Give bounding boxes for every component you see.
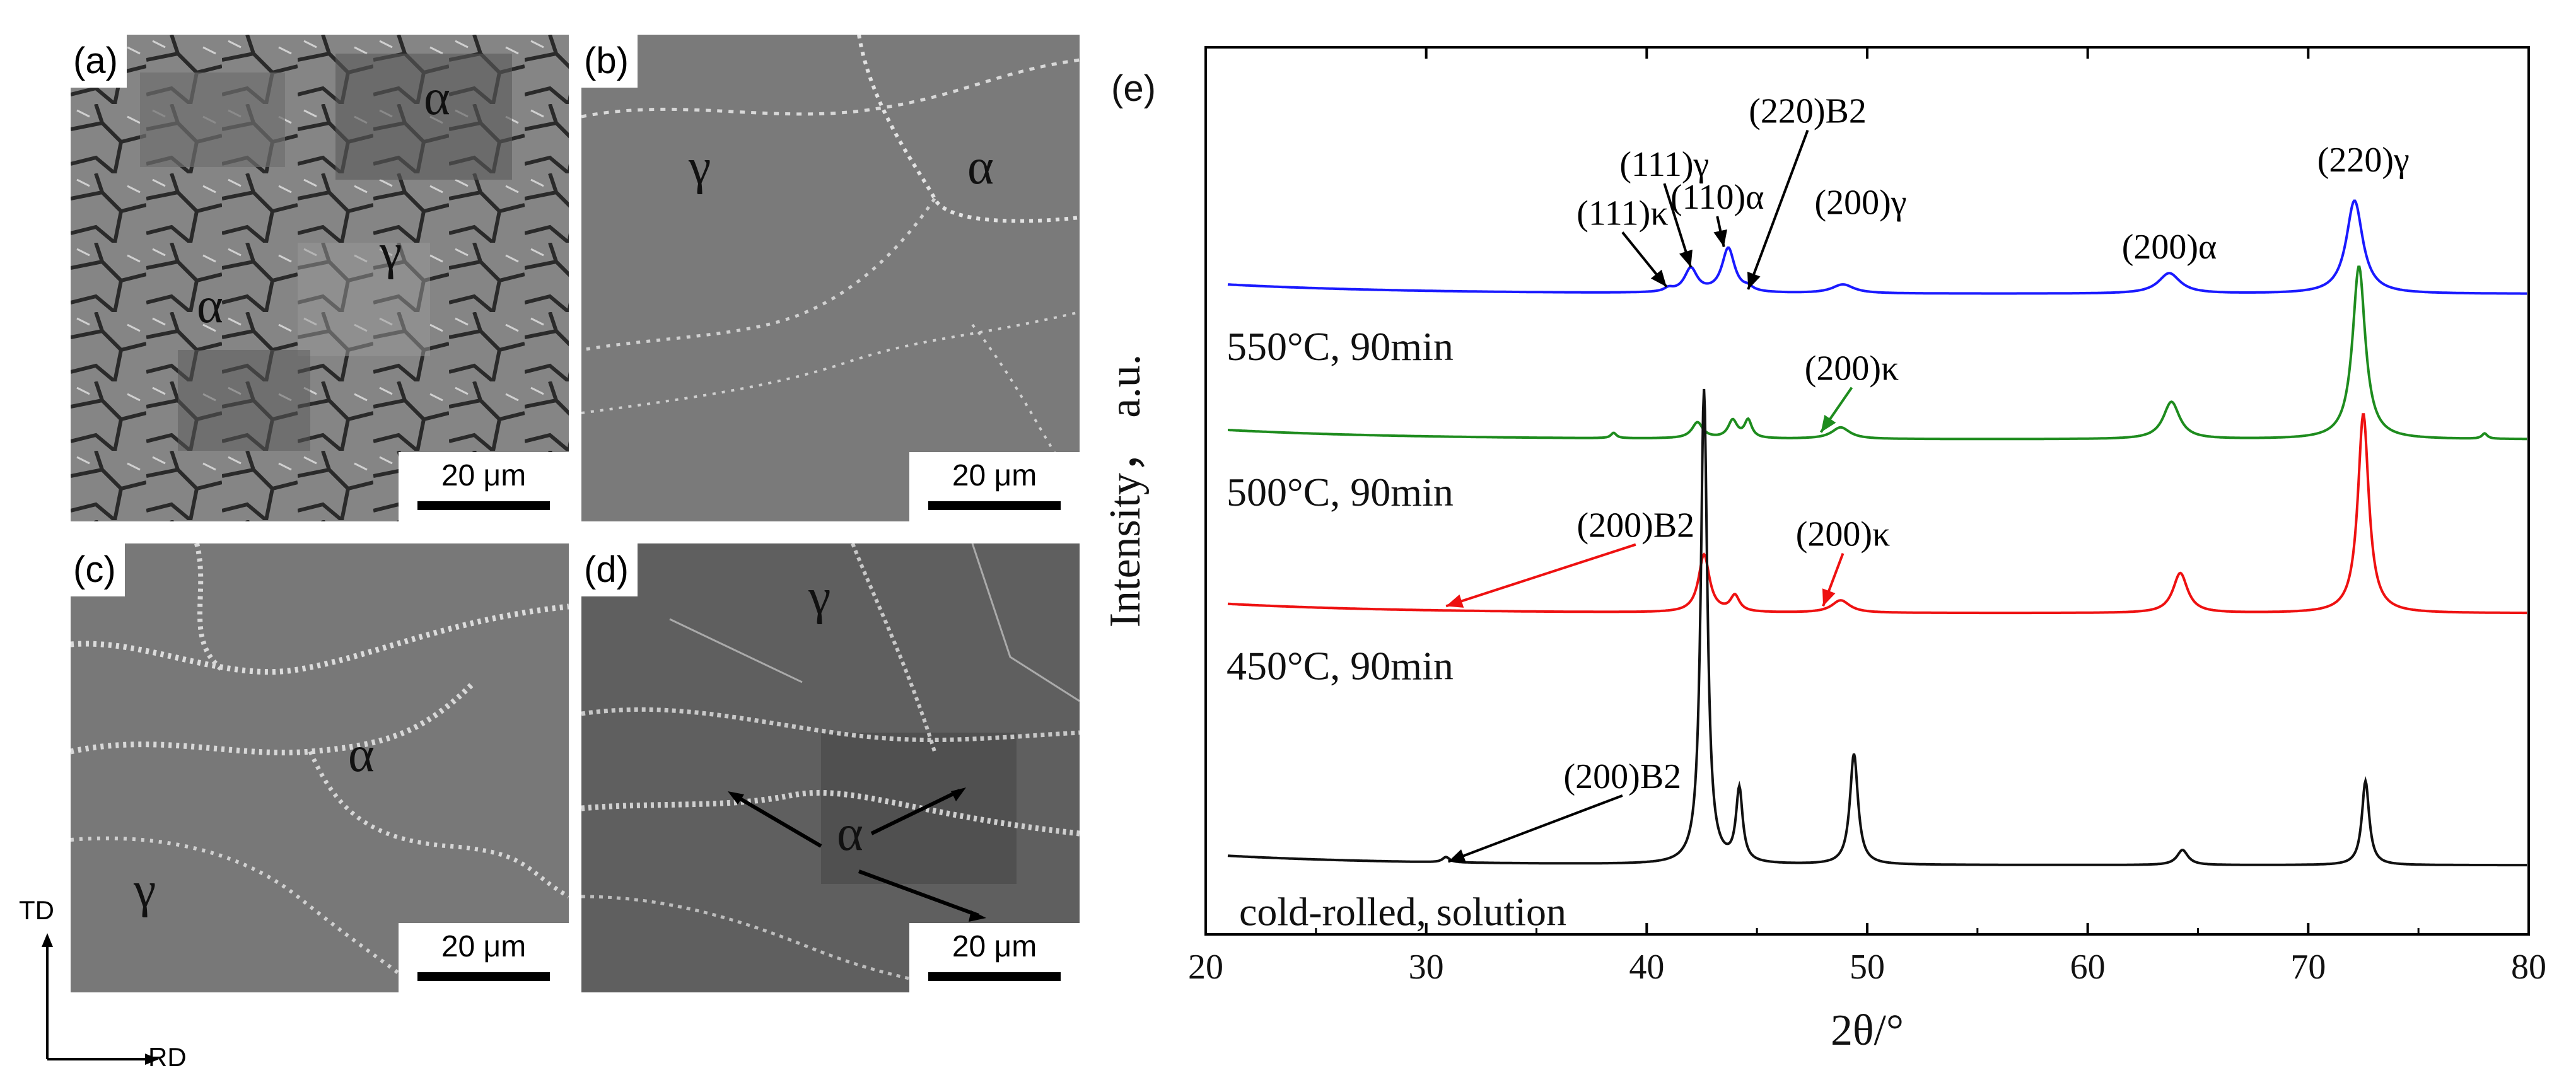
- peak-annotation-1: (111)κ: [1576, 194, 1668, 233]
- peak-annotation-9: (200)B2: [1577, 506, 1695, 545]
- scale-bar-text-c: 20 μm: [441, 930, 527, 963]
- y-axis-label: Intensity， a.u.: [1107, 354, 1150, 628]
- panel-label-b: (b): [581, 35, 638, 88]
- x-axis-label: 2θ/°: [1831, 1006, 1904, 1055]
- phase-label-alpha-a2: α: [197, 278, 223, 334]
- peak-annotation-arrow-10: [1447, 794, 1623, 863]
- phase-label-alpha-b: α: [967, 139, 994, 195]
- peak-annotation-arrowhead-0: [1679, 249, 1693, 267]
- sem-panel-c: (c) α γ 20 μm: [71, 543, 569, 992]
- scale-bar-b: 20 μm: [909, 452, 1080, 521]
- phase-label-alpha-d: α: [837, 806, 863, 861]
- x-tick-label-0: 20: [1188, 948, 1223, 987]
- x-tick-label-4: 60: [2070, 948, 2106, 987]
- x-tick-label-6: 80: [2511, 948, 2546, 987]
- peak-annotation-5: (200)α: [2122, 228, 2217, 267]
- phase-label-gamma-c: γ: [134, 863, 156, 918]
- sem-texture-d: [581, 543, 1080, 992]
- panel-label-c: (c): [71, 543, 125, 596]
- series-line-0: [1227, 199, 2527, 295]
- scale-bar-text-d: 20 μm: [952, 930, 1037, 963]
- phase-label-gamma-d: γ: [808, 569, 831, 625]
- sem-panel-a: (a) α γ α 20 μm: [71, 35, 569, 521]
- sem-texture-b: [581, 35, 1080, 490]
- xrd-chart: 550°C, 90min 500°C, 90min 450°C, 90min cold…: [1107, 46, 2546, 1055]
- peak-annotation-2: (110)α: [1670, 178, 1764, 217]
- peak-annotation-arrowhead-3: [1747, 271, 1761, 290]
- orientation-indicator: [42, 933, 159, 1065]
- td-label: TD: [19, 895, 54, 925]
- rd-arrowhead: [145, 1054, 159, 1065]
- sem-texture-a: [71, 35, 569, 521]
- scale-bar-d: 20 μm: [909, 923, 1080, 992]
- series-line-3: [1227, 388, 2527, 867]
- x-tick-label-5: 70: [2290, 948, 2326, 987]
- series-line-2: [1227, 413, 2527, 615]
- peak-annotation-6: (220)γ: [2317, 141, 2410, 180]
- peak-annotation-arrow-9: [1445, 543, 1636, 608]
- sem-panel-d: (d) γ α 20 μm: [581, 543, 1080, 992]
- scale-bar-text-b: 20 μm: [952, 459, 1037, 492]
- x-tick-label-1: 30: [1409, 948, 1444, 987]
- rd-label: RD: [148, 1042, 187, 1072]
- peak-annotation-3: (220)B2: [1749, 92, 1867, 131]
- x-tick-label-3: 50: [1850, 948, 1885, 987]
- peak-annotation-4: (200)γ: [1814, 183, 1906, 223]
- peak-annotation-7: (200)κ: [1805, 349, 1899, 388]
- panel-label-e: (e): [1111, 68, 1156, 109]
- scale-bar-line-b: [928, 501, 1061, 510]
- peak-annotation-8: (200)κ: [1796, 515, 1891, 554]
- peak-annotation-arrowhead-1: [1650, 269, 1667, 287]
- series-label-0: 550°C, 90min: [1227, 324, 1454, 369]
- phase-label-alpha-c: α: [348, 727, 375, 782]
- peak-annotation-arrowhead-10: [1448, 849, 1466, 863]
- scale-bar-line-c: [417, 972, 550, 981]
- scale-bar-line-a: [417, 501, 550, 510]
- series-label-2: 450°C, 90min: [1227, 644, 1454, 688]
- sem-texture-c: [71, 543, 569, 992]
- phase-label-gamma-b: γ: [689, 139, 711, 195]
- panel-label-d: (d): [581, 543, 638, 596]
- peak-annotation-arrowhead-8: [1822, 588, 1836, 607]
- peak-annotation-arrow-3: [1747, 129, 1809, 290]
- peak-annotation-arrowhead-9: [1446, 594, 1464, 608]
- peak-annotation-arrowhead-7: [1821, 414, 1836, 433]
- series-line-1: [1228, 265, 2527, 441]
- series-label-1: 500°C, 90min: [1227, 470, 1454, 514]
- phase-label-alpha-a1: α: [424, 70, 450, 125]
- sem-panel-b: (b) γ α 20 μm: [581, 35, 1080, 521]
- scale-bar-c: 20 μm: [399, 923, 569, 992]
- scale-bar-text-a: 20 μm: [441, 459, 527, 492]
- series-label-3: cold-rolled, solution: [1239, 889, 1566, 934]
- scale-bar-line-d: [928, 972, 1061, 981]
- phase-label-gamma-a: γ: [380, 224, 402, 280]
- x-tick-label-2: 40: [1629, 948, 1664, 987]
- panel-label-a: (a): [71, 35, 127, 88]
- td-arrowhead: [42, 933, 53, 947]
- peak-annotation-0: (111)γ: [1619, 145, 1709, 184]
- peak-annotation-arrowhead-2: [1713, 229, 1727, 247]
- peak-annotation-10: (200)B2: [1564, 757, 1682, 796]
- scale-bar-a: 20 μm: [399, 452, 569, 521]
